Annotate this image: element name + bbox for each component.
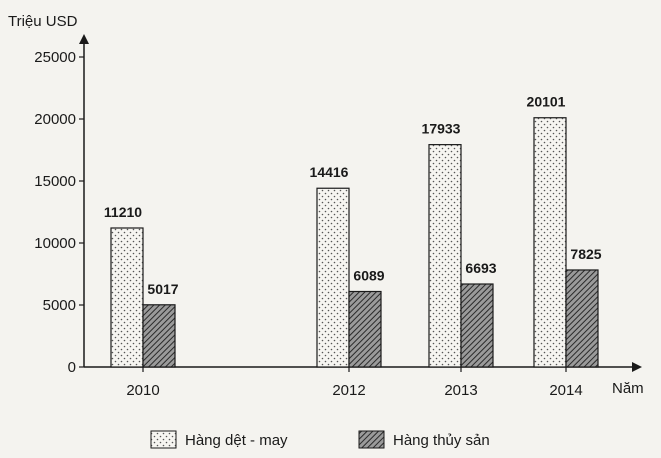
legend-label-seafood: Hàng thủy sản <box>393 432 490 449</box>
bar-textile <box>110 227 144 368</box>
data-label-seafood: 6693 <box>465 260 496 276</box>
y-tick-label: 20000 <box>34 111 76 128</box>
bar-textile <box>316 187 350 368</box>
legend-label-textile: Hàng dệt - may <box>185 432 288 449</box>
legend-item-textile: Hàng dệt - may <box>150 430 288 449</box>
data-label-textile: 17933 <box>422 121 461 137</box>
y-tick-label: 5000 <box>43 297 76 314</box>
x-tick-label: 2010 <box>126 382 159 399</box>
bar-textile <box>428 144 462 368</box>
legend-swatch-seafood <box>358 430 385 449</box>
y-tick-label: 0 <box>68 359 76 376</box>
x-tick-label: 2012 <box>332 382 365 399</box>
x-axis-title: Năm <box>612 380 644 397</box>
data-label-seafood: 7825 <box>570 246 601 262</box>
bar-seafood <box>142 304 176 368</box>
bar-seafood <box>460 283 494 368</box>
y-tick-label: 25000 <box>34 49 76 66</box>
data-label-seafood: 5017 <box>147 281 178 297</box>
bar-seafood <box>565 269 599 368</box>
legend-item-seafood: Hàng thủy sản <box>358 430 490 449</box>
x-ticks: 2010 2012 2013 2014 <box>126 367 583 399</box>
data-label-textile: 20101 <box>527 94 566 110</box>
data-label-textile: 11210 <box>104 204 142 220</box>
y-axis-arrow <box>79 34 89 44</box>
y-tick-label: 10000 <box>34 235 76 252</box>
y-tick-label: 15000 <box>34 173 76 190</box>
x-tick-label: 2014 <box>549 382 582 399</box>
x-tick-label: 2013 <box>444 382 477 399</box>
legend-swatch-textile <box>150 430 177 449</box>
bar-textile <box>533 117 567 368</box>
bars: 11210 5017 14416 6089 17933 6693 20101 7825 <box>104 94 602 368</box>
legend: Hàng dệt - may Hàng thủy sản <box>150 430 490 449</box>
data-label-seafood: 6089 <box>353 267 384 283</box>
data-label-textile: 14416 <box>310 164 349 180</box>
y-axis-title: Triệu USD <box>8 13 78 30</box>
y-ticks: 0 5000 10000 15000 20000 25000 <box>34 49 84 376</box>
bar-seafood <box>348 290 382 368</box>
x-axis-arrow <box>632 362 642 372</box>
